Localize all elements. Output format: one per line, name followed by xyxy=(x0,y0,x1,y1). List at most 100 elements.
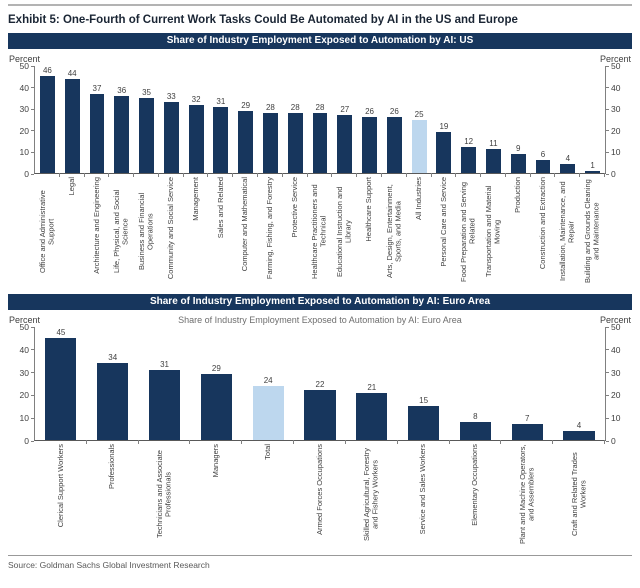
bar xyxy=(486,149,501,173)
tick-mark xyxy=(606,372,609,374)
bar-value-label: 21 xyxy=(367,382,377,392)
x-axis-label-slot: Community and Social Service xyxy=(159,174,184,286)
y-axis-tick-0: 0 xyxy=(606,436,632,446)
tick-mark xyxy=(606,65,609,67)
us-y-axis-right: 0 10 20 30 40 50 xyxy=(606,61,632,179)
x-axis-label: Business and Financial Operations xyxy=(137,192,155,271)
y-axis-tick-10: 10 xyxy=(8,147,34,157)
x-axis-label-slot: Elementary Occupations xyxy=(450,441,502,545)
y-axis-tick-0: 0 xyxy=(606,169,632,179)
bar-column: 21 xyxy=(346,327,398,444)
x-axis-label: Educational Instruction and Library xyxy=(335,186,353,277)
bar-value-label: 28 xyxy=(265,103,275,113)
bar xyxy=(287,113,303,173)
bar-column: 34 xyxy=(87,327,139,444)
source-note: Source: Goldman Sachs Global Investment … xyxy=(8,560,210,570)
bar-value-label: 6 xyxy=(540,150,546,160)
y-axis-tick-30: 30 xyxy=(606,104,632,114)
bar-value-label: 33 xyxy=(166,92,176,102)
y-axis-tick-0: 0 xyxy=(8,436,34,446)
bar xyxy=(312,113,328,173)
bar-value-label: 24 xyxy=(263,375,273,385)
bar xyxy=(560,164,576,173)
x-axis-label-slot: Arts, Design, Entertainment, Sports, and… xyxy=(382,174,407,286)
y-axis-tick-0: 0 xyxy=(8,169,34,179)
x-axis-label-slot: Managers xyxy=(190,441,242,545)
bar-value-label: 15 xyxy=(419,396,429,406)
bar-value-label: 34 xyxy=(108,353,118,363)
bar-column: 11 xyxy=(481,66,506,177)
bar xyxy=(252,385,284,440)
x-axis-label: Professionals xyxy=(107,444,117,490)
bar-column: 26 xyxy=(357,66,382,177)
x-axis-label: Plant and Machine Operators, and Assembl… xyxy=(517,444,536,545)
y-axis-tick-20: 20 xyxy=(8,126,34,136)
bar-column: 28 xyxy=(258,66,283,177)
x-axis-label: Skilled Agricultural, Forestry and Fishe… xyxy=(362,448,380,541)
x-axis-label-slot: Computer and Mathematical xyxy=(233,174,258,286)
y-axis-tick-40: 40 xyxy=(606,345,632,355)
us-left-axis-caption: Percent xyxy=(9,54,41,64)
bar xyxy=(97,363,129,440)
bar xyxy=(304,390,336,440)
x-axis-label: Community and Social Service xyxy=(166,177,176,280)
euro-area-bar-chart: Share of Industry Employment Exposed to … xyxy=(8,294,632,545)
euro-plot-wrap: 0 10 20 30 40 50 45 34 31 29 24 22 21 15 8 7 4 0 10 20 30 4… xyxy=(8,322,632,446)
x-axis-label: Life, Physical, and Social Science xyxy=(112,189,130,274)
x-axis-label: Personal Care and Service xyxy=(438,177,448,267)
bar xyxy=(163,102,179,173)
spacer xyxy=(8,441,35,545)
x-axis-label-slot: Office and Administrative Support xyxy=(35,174,60,286)
bar-value-label: 1 xyxy=(590,160,595,170)
bar xyxy=(337,115,353,173)
tick-mark xyxy=(31,151,34,153)
bar-column: 12 xyxy=(456,66,481,177)
x-axis-label: Technicians and Associate Professionals xyxy=(155,450,173,539)
euro-chart-subtitle: Share of Industry Employment Exposed to … xyxy=(178,315,462,325)
tick-mark xyxy=(606,151,609,153)
spacer xyxy=(8,174,35,286)
bar-column: 22 xyxy=(294,327,346,444)
x-axis-label-slot: Installation, Maintenance, and Repair xyxy=(555,174,580,286)
tick-mark xyxy=(31,326,34,328)
x-axis-label: Construction and Extraction xyxy=(537,177,547,270)
tick-mark xyxy=(606,440,609,442)
euro-chart-title-banner: Share of Industry Employment Exposed to … xyxy=(8,294,632,310)
bar xyxy=(148,369,181,440)
x-axis-label: Total xyxy=(262,444,272,460)
x-axis-label-slot: Business and Financial Operations xyxy=(134,174,159,286)
bar xyxy=(262,113,278,173)
us-y-axis-left: 0 10 20 30 40 50 xyxy=(8,61,34,179)
tick-mark xyxy=(31,349,34,351)
x-axis-label-slot: Transportation and Material Moving xyxy=(481,174,506,286)
bar xyxy=(45,338,77,440)
x-axis-label: Healthcare Support xyxy=(364,177,374,242)
bar xyxy=(238,110,254,173)
bar-column: 29 xyxy=(233,66,258,177)
x-axis-label-slot: Building and Grounds Cleaning and Mainte… xyxy=(580,174,605,286)
x-axis-label: Farming, Fishing, and Forestry xyxy=(265,177,275,280)
bar xyxy=(89,93,105,173)
tick-mark xyxy=(606,349,609,351)
bar xyxy=(461,147,477,173)
y-axis-tick-30: 30 xyxy=(8,104,34,114)
x-axis-label-slot: Healthcare Practitioners and Technical xyxy=(308,174,333,286)
bar-column: 26 xyxy=(382,66,407,177)
x-axis-label: Healthcare Practitioners and Technical xyxy=(310,184,328,279)
bar-value-label: 4 xyxy=(565,154,571,164)
euro-x-axis-labels-row: Clerical Support Workers Professionals Tec… xyxy=(8,441,632,545)
bar-column: 31 xyxy=(208,66,234,177)
bar-value-label: 7 xyxy=(524,414,530,424)
x-axis-label-slot: Plant and Machine Operators, and Assembl… xyxy=(501,441,553,545)
bar-value-label: 28 xyxy=(290,103,300,113)
x-axis-label-slot: Life, Physical, and Social Science xyxy=(109,174,134,286)
tick-mark xyxy=(31,130,34,132)
x-axis-label: Armed Forces Occupations xyxy=(314,444,324,535)
tick-mark xyxy=(606,394,609,396)
bar-column: 32 xyxy=(184,66,209,177)
bar-value-label: 31 xyxy=(160,359,169,369)
y-axis-tick-40: 40 xyxy=(8,345,34,355)
bar-value-label: 12 xyxy=(464,137,474,147)
x-axis-label-slot: Legal xyxy=(60,174,85,286)
x-axis-label: Computer and Mathematical xyxy=(240,177,250,272)
